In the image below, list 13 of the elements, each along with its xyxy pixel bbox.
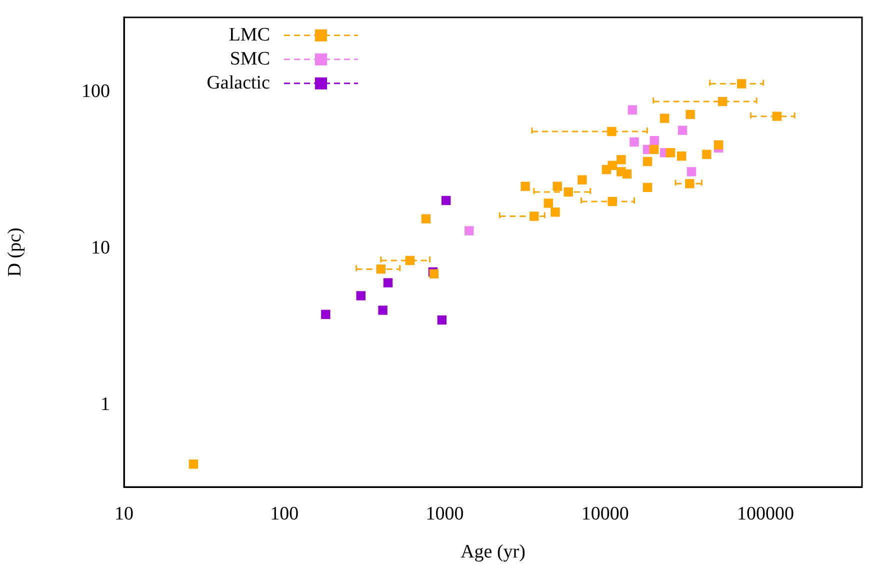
x-tick-label: 100 xyxy=(270,503,299,524)
x-tick-label: 100000 xyxy=(736,503,794,524)
x-axis-title: Age (yr) xyxy=(460,542,526,563)
y-axis-title: D (pc) xyxy=(4,228,26,277)
y-tick-label: 100 xyxy=(82,81,110,102)
y-tick-label: 1 xyxy=(100,394,110,416)
y-tick-label: 10 xyxy=(91,238,110,259)
legend-label: SMC xyxy=(230,48,270,70)
legend-label: LMC xyxy=(228,24,270,46)
x-tick-label: 10 xyxy=(114,503,134,524)
legend-label: Galactic xyxy=(206,72,270,94)
x-tick-label: 1000 xyxy=(426,503,464,524)
x-tick-label: 10000 xyxy=(581,503,629,524)
